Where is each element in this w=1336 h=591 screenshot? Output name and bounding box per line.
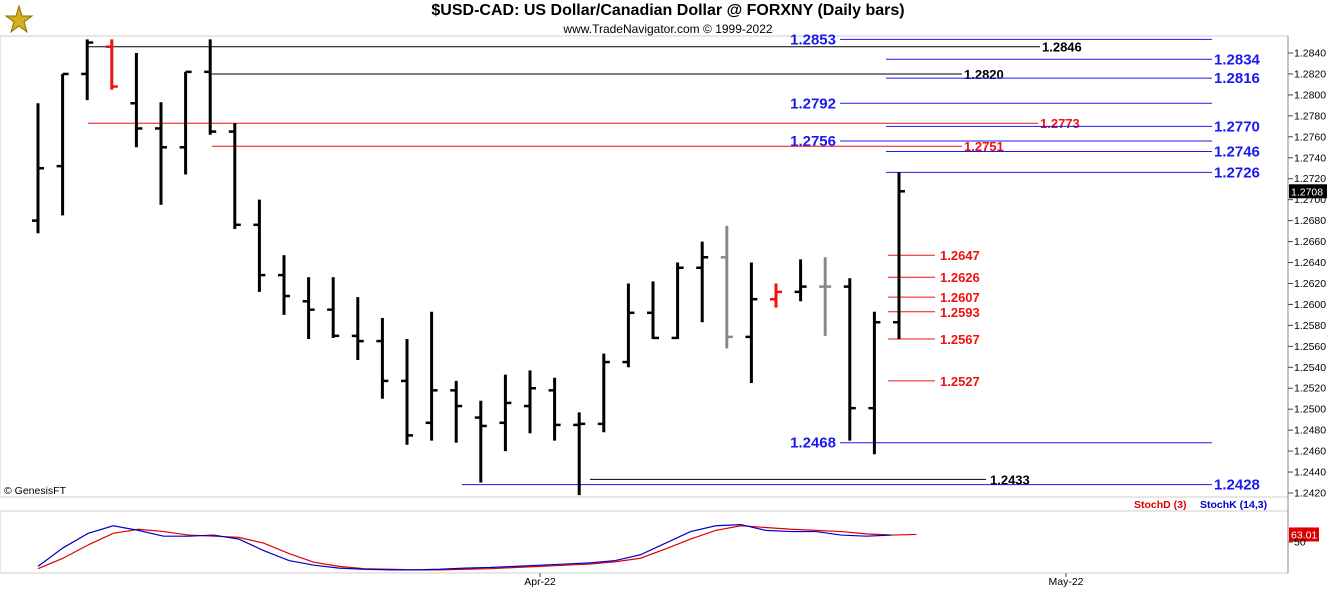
level-label-1.2593: 1.2593 [940, 305, 980, 320]
last-price-label: 1.2708 [1291, 186, 1323, 198]
y-tick-label: 1.2720 [1294, 173, 1326, 185]
level-label-1.2428: 1.2428 [1214, 477, 1260, 494]
y-tick-label: 1.2740 [1294, 152, 1326, 164]
stoch-k-legend: StochK (14,3) [1200, 499, 1267, 511]
y-tick-label: 1.2520 [1294, 383, 1326, 395]
y-tick-label: 1.2480 [1294, 425, 1326, 437]
y-tick-label: 1.2460 [1294, 446, 1326, 458]
y-tick-label: 1.2600 [1294, 299, 1326, 311]
y-tick-label: 1.2500 [1294, 404, 1326, 416]
x-tick-label: May-22 [1048, 576, 1083, 588]
stoch-d-line [37, 525, 917, 571]
y-tick-label: 1.2840 [1294, 48, 1326, 60]
level-label-1.2846: 1.2846 [1042, 40, 1082, 55]
level-label-1.2820: 1.2820 [964, 67, 1004, 82]
y-tick-label: 1.2580 [1294, 320, 1326, 332]
last-price-box [1289, 184, 1327, 199]
logo-icon [4, 4, 34, 36]
level-label-1.2834: 1.2834 [1214, 51, 1261, 68]
level-label-1.2726: 1.2726 [1214, 164, 1260, 181]
y-tick-label: 1.2660 [1294, 236, 1326, 248]
stoch-last-box [1289, 527, 1319, 542]
y-tick-label: 1.2560 [1294, 341, 1326, 353]
level-label-1.2756: 1.2756 [790, 133, 836, 150]
y-tick-label: 1.2800 [1294, 89, 1326, 101]
level-label-1.2647: 1.2647 [940, 248, 980, 263]
stoch-k-line [37, 523, 892, 571]
stoch-tick-50: 50 [1294, 537, 1306, 549]
y-tick-label: 1.2540 [1294, 362, 1326, 374]
chart-title: $USD-CAD: US Dollar/Canadian Dollar @ FO… [431, 2, 905, 19]
y-tick-label: 1.2640 [1294, 257, 1326, 269]
level-label-1.2751: 1.2751 [964, 139, 1004, 154]
copyright-label: © GenesisFT [4, 485, 67, 497]
level-label-1.2792: 1.2792 [790, 95, 836, 112]
y-tick-label: 1.2680 [1294, 215, 1326, 227]
y-tick-label: 1.2820 [1294, 68, 1326, 80]
y-tick-label: 1.2620 [1294, 278, 1326, 290]
chart-subtitle: www.TradeNavigator.com © 1999-2022 [563, 22, 773, 36]
level-label-1.2626: 1.2626 [940, 270, 980, 285]
level-label-1.2468: 1.2468 [790, 435, 836, 452]
stoch-d-legend: StochD (3) [1134, 499, 1187, 511]
stoch-pane [0, 510, 1289, 574]
level-label-1.2527: 1.2527 [940, 374, 980, 389]
level-label-1.2770: 1.2770 [1214, 118, 1260, 135]
x-tick-label: Apr-22 [524, 576, 556, 588]
level-label-1.2853: 1.2853 [790, 31, 836, 48]
y-tick-label: 1.2420 [1294, 488, 1326, 500]
y-tick-label: 1.2440 [1294, 467, 1326, 479]
level-label-1.2607: 1.2607 [940, 290, 980, 305]
y-tick-label: 1.2780 [1294, 110, 1326, 122]
level-label-1.2567: 1.2567 [940, 332, 980, 347]
level-label-1.2433: 1.2433 [990, 472, 1030, 487]
stoch-last-label: 63.01 [1291, 529, 1317, 541]
y-tick-label: 1.2760 [1294, 131, 1326, 143]
price-pane [0, 35, 1289, 498]
level-label-1.2816: 1.2816 [1214, 70, 1260, 87]
level-label-1.2746: 1.2746 [1214, 143, 1260, 160]
level-label-1.2773: 1.2773 [1040, 116, 1080, 131]
